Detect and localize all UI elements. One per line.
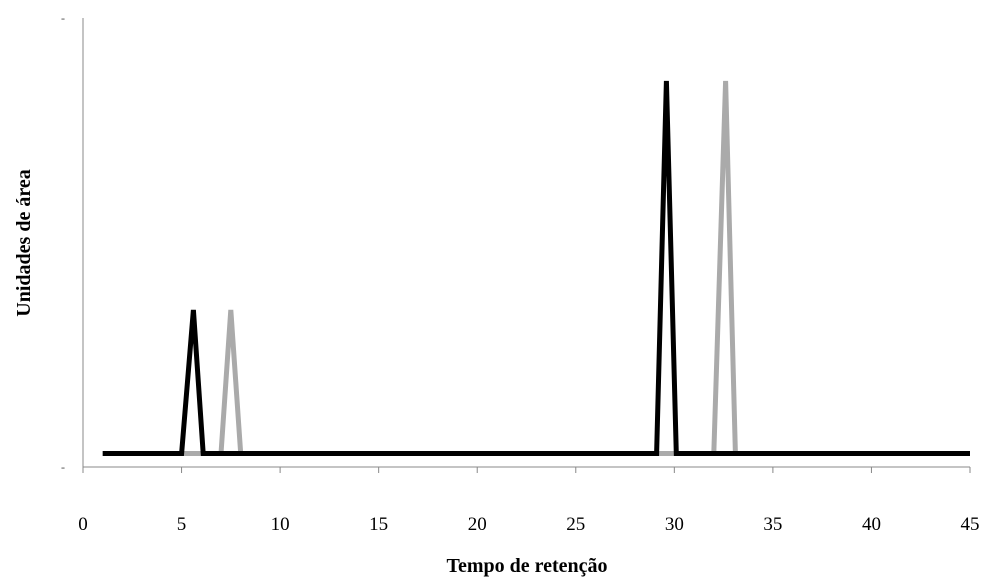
x-tick-label: 15 xyxy=(369,514,388,535)
series-line-1 xyxy=(102,80,970,456)
x-axis-title: Tempo de retenção xyxy=(446,555,607,577)
x-tick-label: 10 xyxy=(271,514,290,535)
x-tick-label: 0 xyxy=(78,514,88,535)
x-tick-label: 20 xyxy=(468,514,487,535)
y-tick-label: - xyxy=(61,460,65,474)
y-tick-label: - xyxy=(61,11,65,25)
x-tick-marks xyxy=(82,467,971,473)
x-tick-label: 25 xyxy=(566,514,585,535)
x-tick-label: 5 xyxy=(177,514,187,535)
x-tick-labels: 0 5 10 15 20 25 30 35 40 45 xyxy=(78,514,979,535)
x-tick-label: 35 xyxy=(763,514,782,535)
x-tick-label: 40 xyxy=(862,514,881,535)
series-lines xyxy=(102,80,970,456)
series-line-2 xyxy=(102,80,970,456)
y-axis-title: Unidades de área xyxy=(13,169,35,316)
axes xyxy=(82,18,970,468)
x-tick-label: 45 xyxy=(961,514,980,535)
x-tick-label: 30 xyxy=(665,514,684,535)
y-tick-labels: -- xyxy=(61,11,65,474)
